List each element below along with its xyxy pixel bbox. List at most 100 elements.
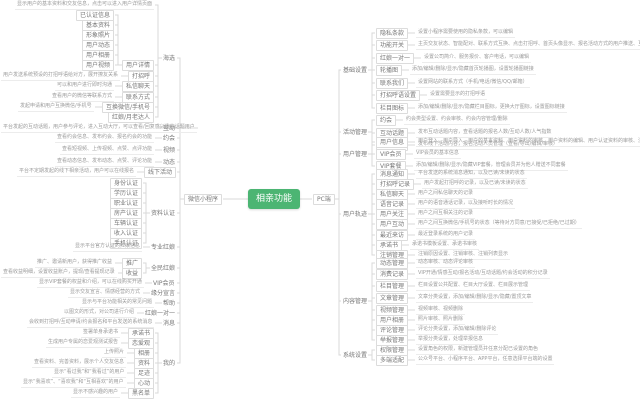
note-jbgl-note[interactable]: 举报分类设置，处理举报信息 xyxy=(416,335,486,345)
note-yhxc2-note[interactable]: 照片审核、照片删除 xyxy=(416,315,466,325)
note-zxgl-note[interactable]: 注销原因设置、注销审核、注销列表显示 xyxy=(416,250,511,260)
note-dt-note[interactable]: 查看动态信息、发布动态、点赞、评论功能 xyxy=(55,157,155,167)
note-yhgz-note[interactable]: 用户之间互相关注的记录 xyxy=(416,209,476,219)
topic-sp[interactable]: 视频 xyxy=(163,147,176,154)
note-cns-note[interactable]: 签署单身承诺书 xyxy=(81,328,121,338)
note-hn11-note[interactable]: 设置公司简介、服务报价、客户电话，可以编辑 xyxy=(422,53,532,63)
topic-gnkg[interactable]: 功能开关 xyxy=(376,40,409,51)
topic-xtsz[interactable]: 系统设置 xyxy=(343,352,368,359)
note-zyhn-note[interactable]: 显示平台官方认证的红娘信息 xyxy=(73,242,143,252)
note-hd-note[interactable]: 平台发起的互动话题，用户参与评论，进入互动大厅，可以查看/回复感兴趣的话题用户 xyxy=(1,123,197,133)
note-xd-note[interactable]: 显示“我喜欢”、“喜欢我”和“互相喜欢”的用户 xyxy=(21,378,126,388)
note-sxlt-note[interactable]: 可以和用户进行即时沟通 xyxy=(55,81,115,91)
topic-yh2[interactable]: 约会 xyxy=(376,115,397,126)
note-lxfs-note[interactable]: 查看用户的微信等联系方式 xyxy=(50,92,115,102)
topic-yh[interactable]: 约会 xyxy=(163,135,176,142)
topic-yhspp[interactable]: 用户视频 xyxy=(82,60,115,71)
note-lbt-note[interactable]: 添加/编辑/删除/显示/隐藏首页轮播图，设置轮播图链接 xyxy=(410,65,536,75)
note-xfjl-note[interactable]: VIP开通/情感互动/报名活动/互动话题/约会活动的积分记录 xyxy=(416,269,550,279)
note-yyjl-note[interactable]: 用户的语音通话记录，以及接听时长的情况 xyxy=(416,199,516,209)
topic-yhxq[interactable]: 用户详情 xyxy=(122,60,155,71)
topic-lmtb[interactable]: 栏目图标 xyxy=(376,103,409,114)
topic-sjrz[interactable]: 手机认证 xyxy=(110,238,143,249)
note-ddsp-note[interactable]: 公众号平台、小程序平台、APP平台，任意选择平台端的设置 xyxy=(416,355,555,365)
topic-dtgl[interactable]: 动态管理 xyxy=(376,258,409,269)
topic-dt[interactable]: 动态 xyxy=(163,159,176,166)
note-sxlt2-note[interactable]: 用户之间私信聊天的记录 xyxy=(416,189,476,199)
note-viptc-note[interactable]: 添加/编辑/删除/显示/隐藏VIP套餐，管理会员并为他人赠送不同套餐 xyxy=(414,161,568,171)
note-dzhjl-note[interactable]: 用户发起打招呼的记录，以及已读/未读的状态 xyxy=(422,179,528,189)
topic-dzhy[interactable]: 打招呼语设置 xyxy=(376,90,421,101)
note-dzhy-note[interactable]: 设置需要显示的打招呼语 xyxy=(428,90,488,100)
note-xxhd-note[interactable]: 平台不定期发起的线下相亲活动，用户可以在线报名 xyxy=(17,167,137,177)
topic-yfxy[interactable]: 缘分宣言 xyxy=(151,290,176,297)
topic-hmd[interactable]: 黑名单 xyxy=(128,388,155,399)
note-lmtb-note[interactable]: 添加/编辑/删除/显示/隐藏栏目图标，更换大厅图标，设置图标链接 xyxy=(416,103,567,113)
topic-nrgl[interactable]: 内容管理 xyxy=(343,298,368,305)
note-lag-note[interactable]: 生成用户专属的恋爱观测试报告 xyxy=(46,338,121,348)
note-gnkg-note[interactable]: 主页交友状态、智能配对、联系方式互换、点击打招呼、首页头像显示、报名活动方式的用… xyxy=(416,40,640,50)
topic-wx[interactable]: 微信小程序 xyxy=(184,194,223,205)
note-xc2-note[interactable]: 上传照片 xyxy=(102,348,127,358)
topic-sy[interactable]: 收益 xyxy=(122,268,143,279)
topic-bz[interactable]: 帮助 xyxy=(163,300,176,307)
topic-ddsp[interactable]: 多端适配 xyxy=(376,355,409,366)
note-cns2-note[interactable]: 承诺书模板设置、承诺书审核 xyxy=(410,240,480,250)
note-yhxx-note[interactable]: 用户登入、用户导入、用户的基本资料、用户资料的审核、用户资料的编辑、用户认证资料… xyxy=(416,137,640,147)
note-xx-note[interactable]: 会收到打招呼/互动申请/约会报名和平台发送的系统消息 xyxy=(27,318,155,328)
note-hx-note[interactable]: 显示用户的基本资料和交友信息，点击可以进入用户详情页面 xyxy=(15,0,155,10)
topic-yhgl[interactable]: 用户管理 xyxy=(343,151,368,158)
note-vip-note[interactable]: 显示VIP套餐的权益和介绍，可以在线购买开通 xyxy=(37,278,144,288)
note-vip2-note[interactable]: VIP会员的基本信息 xyxy=(414,149,461,159)
topic-wd[interactable]: 我的 xyxy=(163,360,176,367)
note-plgl-note[interactable]: 评论分类设置，添加/编辑/删除评论 xyxy=(416,325,499,335)
note-spgl-note[interactable]: 视频审核、视频删除 xyxy=(416,305,466,315)
topic-hd[interactable]: 互动 xyxy=(163,125,176,132)
note-yhhd2-note[interactable]: 用户之间互换微信/手机号的状态（等待对方同意/已接受/已拒绝/已过期） xyxy=(416,219,582,229)
topic-lxwm[interactable]: 联系我们 xyxy=(376,78,409,89)
topic-wzgl[interactable]: 文章管理 xyxy=(376,293,409,304)
topic-vip2[interactable]: VIP会员 xyxy=(376,149,406,160)
note-xxhd2-note[interactable]: 发布线下活动内容，报名活动人员管理（查看/导出/编辑/审核） xyxy=(416,140,561,150)
topic-yhgj[interactable]: 用户轨迹 xyxy=(343,211,368,218)
topic-ystk[interactable]: 隐私条款 xyxy=(376,28,409,39)
topic-hx[interactable]: 海选 xyxy=(163,55,176,62)
topic-sxlt[interactable]: 私信聊天 xyxy=(122,81,155,92)
topic-vip[interactable]: VIP会员 xyxy=(153,280,175,287)
note-hmd-note[interactable]: 显示不感兴趣的用户 xyxy=(71,388,121,398)
topic-yhxx[interactable]: 用户信息 xyxy=(376,137,409,148)
topic-hnlr[interactable]: 红娘/月老达人 xyxy=(108,112,155,123)
topic-zlrz[interactable]: 资料认证 xyxy=(151,210,176,217)
note-dtgl-note[interactable]: 动态审核、动态评论审核 xyxy=(416,258,476,268)
topic-xx[interactable]: 消息 xyxy=(163,320,176,327)
topic-zyhn[interactable]: 专业红娘 xyxy=(151,244,176,251)
topic-hdgl[interactable]: 活动管理 xyxy=(343,129,368,136)
topic-yhhd2[interactable]: 用户互动 xyxy=(376,219,409,230)
topic-pc[interactable]: PC端 xyxy=(313,194,335,205)
note-lxwm-note[interactable]: 设置网站的联系方式（手机/电话/微信/QQ/邮箱） xyxy=(416,78,530,88)
note-bz-note[interactable]: 显示与平台功能相关的常见问题 xyxy=(80,298,155,308)
note-xxtz-note[interactable]: 平台发送的系统消息通知，以及已读/未读的状态 xyxy=(416,169,527,179)
note-zjlf-note[interactable]: 最近登录系统的用户记录 xyxy=(416,230,476,240)
topic-xfjl[interactable]: 消费记录 xyxy=(376,269,409,280)
note-yh-note[interactable]: 查看约会信息、发布约会、报名约会的功能 xyxy=(55,133,155,143)
topic-xxhd[interactable]: 线下活动 xyxy=(144,167,177,178)
topic-lbt[interactable]: 轮播图 xyxy=(376,65,403,76)
note-lmgl-note[interactable]: 栏目设置公共配置、栏目大厅设置、栏目展示管理 xyxy=(416,281,531,291)
note-wzgl-note[interactable]: 文章分类设置，添加/编辑/删除/显示/隐藏/置顶文章 xyxy=(416,293,534,303)
topic-qmhn[interactable]: 全民红娘 xyxy=(151,265,176,272)
topic-hnydy[interactable]: 红娘一对一 xyxy=(145,310,176,317)
note-hhwx-note[interactable]: 发起申请和用户互换微信/手机号 xyxy=(18,102,94,112)
note-zj-note[interactable]: 显示“看过我”和“我看过”的用户 xyxy=(52,368,127,378)
note-hdht-note[interactable]: 发布互动话题内容，查看话题的报名人数/互动人数/人气指数 xyxy=(416,128,554,138)
note-ystk-note[interactable]: 设置小程序需要使用的隐私条款，可以编辑 xyxy=(416,28,516,38)
note-dzh-note[interactable]: 用户发送系统预设的打招呼语给对方，展开撩友关系 xyxy=(1,71,121,81)
note-hnydy-note[interactable]: 以图文的形式，对公司进行介绍 xyxy=(62,308,137,318)
note-qxgl-note[interactable]: 设置角色的权限，新建管理员并任意分配已设置的角色 xyxy=(416,345,541,355)
note-yfxy-note[interactable]: 显示交友宣言、情感经营的方式 xyxy=(68,288,143,298)
note-sp-note[interactable]: 查看短视频、上传视频、点赞、点评功能 xyxy=(60,145,155,155)
topic-lmgl[interactable]: 栏目管理 xyxy=(376,281,409,292)
topic-hn11[interactable]: 红娘一对一 xyxy=(376,53,415,64)
note-zl2-note[interactable]: 查看资料、完善资料，展示个人交友信息 xyxy=(32,358,127,368)
central-topic[interactable]: 相亲功能 xyxy=(248,189,301,209)
